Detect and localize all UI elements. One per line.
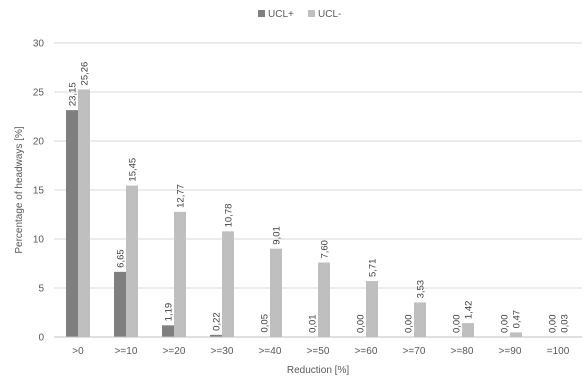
data-label: 12,77 [176,184,187,208]
bar-ucl-plus [162,325,174,337]
data-label: 1,19 [164,303,175,322]
y-axis-title: Percentage of headways [%] [14,126,25,254]
bar-ucl-minus [462,323,474,337]
bar-ucl-minus [414,302,426,337]
bar-ucl-minus [78,89,90,338]
bar-ucl-plus [210,334,222,337]
bar-ucl-minus [510,332,522,337]
gridlines [54,42,582,289]
x-axis-title: Reduction [%] [287,365,349,376]
data-label: 0,03 [560,314,571,333]
data-label: 0,22 [212,312,223,331]
x-tick-label: >=70 [403,346,426,357]
data-label: 25,26 [80,62,91,86]
data-label: 1,42 [464,301,475,320]
legend: UCL+ UCL- [258,9,341,20]
data-label: 0,00 [548,315,559,334]
data-label: 3,53 [416,280,427,299]
data-label: 6,65 [116,249,127,268]
data-label: 0,05 [260,314,271,333]
legend-swatch [308,10,315,17]
bar-ucl-minus [366,281,378,337]
y-tick-label: 30 [33,39,45,50]
bar-ucl-plus [66,110,78,337]
bar-ucl-minus [222,231,234,337]
bar-ucl-minus [174,211,186,337]
data-label: 0,00 [500,315,511,334]
data-label: 7,60 [320,240,331,259]
x-tick-label: >=90 [499,346,522,357]
data-label: 0,00 [404,315,415,334]
data-label: 15,45 [128,158,139,182]
x-tick-label: >=50 [307,346,330,357]
bar-ucl-minus [126,185,138,337]
y-tick-label: 25 [33,88,45,99]
y-tick-label: 20 [33,137,45,148]
bars [66,89,570,338]
data-label: 5,71 [368,259,379,278]
bar-ucl-minus [318,262,330,337]
bar-ucl-minus [270,248,282,337]
x-tick-label: >=40 [259,346,282,357]
data-label: 9,01 [272,226,283,245]
legend-label: UCL+ [268,9,294,20]
legend-label: UCL- [318,9,341,20]
x-tick-label: >=60 [355,346,378,357]
data-label: 0,00 [356,315,367,334]
legend-swatch [258,10,265,17]
y-tick-label: 5 [38,284,44,295]
x-tick-label: =100 [547,346,570,357]
y-tick-label: 0 [38,333,44,344]
y-tick-label: 10 [33,235,45,246]
data-label: 10,78 [224,204,235,228]
data-label: 0,47 [512,310,523,329]
y-tick-label: 15 [33,186,45,197]
x-axis-ticks: >0 >=10 >=20 >=30 >=40 >=50 >=60 >=70 >=80 >=90 =1… [72,346,569,357]
x-tick-label: >=30 [211,346,234,357]
x-tick-label: >0 [72,346,84,357]
x-tick-label: >=80 [451,346,474,357]
data-label: 23,15 [68,82,79,106]
x-tick-label: >=10 [115,346,138,357]
data-label: 0,00 [452,315,463,334]
data-label: 0,01 [308,314,319,333]
x-tick-label: >=20 [163,346,186,357]
y-axis-ticks: 0 5 10 15 20 25 30 [33,39,45,344]
bar-ucl-plus [114,271,126,337]
